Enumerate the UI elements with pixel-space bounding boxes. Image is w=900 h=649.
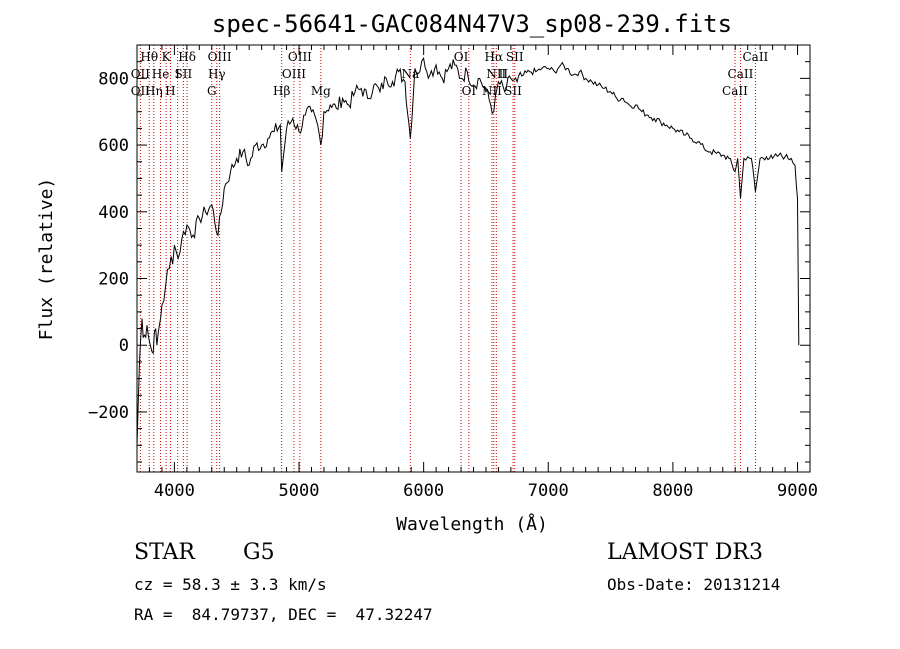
x-tick-label: 5000 (279, 481, 320, 501)
x-tick-label: 9000 (777, 481, 818, 501)
survey-name: LAMOST DR3 (607, 540, 763, 565)
line-label: Hδ (178, 50, 196, 64)
line-label: G (207, 84, 217, 98)
y-tick-label: 400 (98, 203, 129, 223)
line-label: OII (131, 84, 151, 98)
line-label: OIII (208, 50, 232, 64)
y-tick-label: 600 (98, 136, 129, 156)
chart-title: spec-56641-GAC084N47V3_sp08-239.fits (212, 10, 732, 38)
line-label: NII (482, 84, 502, 98)
x-tick-label: 6000 (403, 481, 444, 501)
y-tick-label: 200 (98, 270, 129, 290)
y-tick-label: −200 (88, 403, 129, 423)
line-label: NII (486, 67, 506, 81)
x-axis-label: Wavelength (Å) (396, 513, 548, 535)
line-label: Hθ (140, 50, 158, 64)
object-class: STAR (134, 540, 195, 565)
line-label: OI (454, 50, 469, 64)
line-label: SII (504, 84, 522, 98)
line-label: SII (175, 67, 193, 81)
line-label: H (165, 84, 175, 98)
line-label: Na (401, 67, 419, 81)
y-tick-label: 800 (98, 69, 129, 89)
spectral-line-markers (139, 45, 756, 472)
y-axis-ticks: −200 0 200 400 600 800 (88, 44, 810, 463)
x-axis-ticks: 4000 5000 6000 7000 8000 9000 (136, 45, 818, 501)
sky-coordinates: RA = 84.79737, DEC = 47.32247 (134, 605, 433, 624)
line-label: OII (131, 67, 151, 81)
line-label: SII (506, 50, 524, 64)
line-label: CaII (742, 50, 768, 64)
line-label: Hη (145, 84, 163, 98)
line-label: Mg (311, 84, 331, 98)
x-tick-label: 7000 (528, 481, 569, 501)
line-label: OIII (288, 50, 312, 64)
y-tick-label: 0 (119, 336, 129, 356)
y-axis-label: Flux (relative) (36, 178, 57, 341)
line-label: II (499, 67, 509, 81)
line-label: K (162, 50, 172, 64)
flux-series-line (136, 57, 800, 446)
line-label: I (175, 67, 180, 81)
x-tick-label: 4000 (154, 481, 195, 501)
line-label: Hα (485, 50, 504, 64)
line-label: Hγ (208, 67, 226, 81)
line-label: OIII (282, 67, 306, 81)
redshift-cz: cz = 58.3 ± 3.3 km/s (134, 575, 327, 594)
line-label: Hβ (273, 84, 290, 98)
x-tick-label: 8000 (652, 481, 693, 501)
observation-date: Obs-Date: 20131214 (607, 575, 781, 594)
line-label: OI (462, 84, 477, 98)
line-label: CaII (722, 84, 748, 98)
object-subclass: G5 (243, 540, 275, 565)
line-label: He (152, 67, 170, 81)
line-label: CaII (728, 67, 754, 81)
plot-frame (136, 44, 811, 473)
